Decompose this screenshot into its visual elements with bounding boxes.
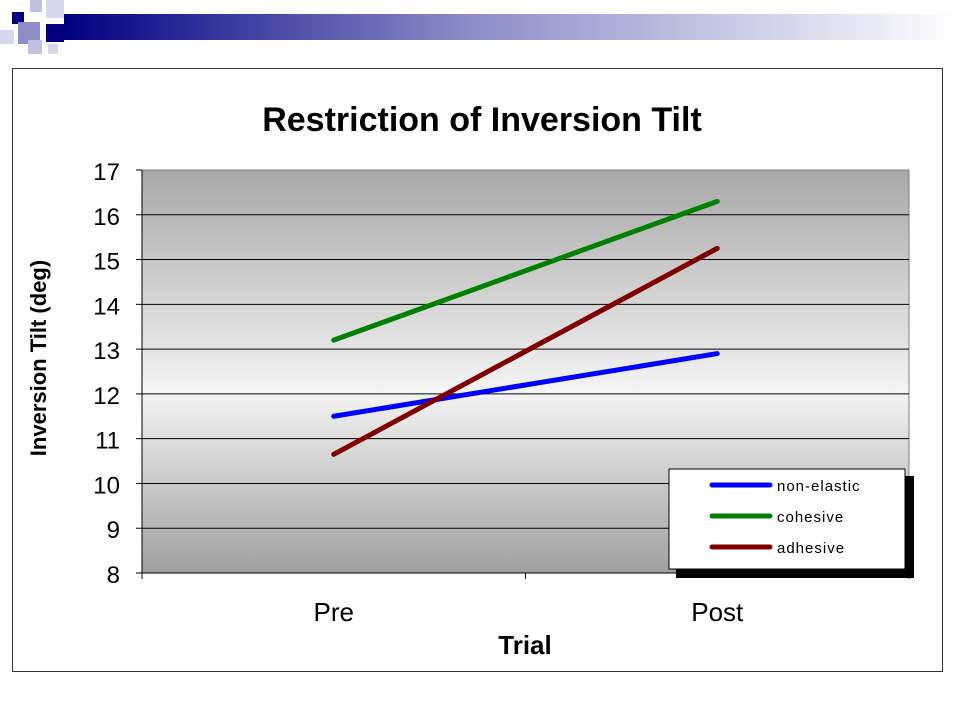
plot-area	[141, 169, 910, 574]
axes: 8 9 10 11 12 13 14 15 16 17 Pre Post	[93, 159, 910, 627]
banner-square	[0, 30, 14, 44]
legend: non-elastic cohesive adhesive	[668, 468, 914, 578]
banner-gradient-bar	[64, 14, 960, 40]
y-axis-label: Inversion Tilt (deg)	[26, 260, 51, 456]
banner-square	[28, 40, 42, 54]
legend-label-cohesive: cohesive	[777, 509, 844, 526]
series-lines	[331, 198, 720, 457]
slide-banner-decoration	[0, 0, 960, 54]
y-tick-label: 13	[93, 338, 120, 365]
y-tick-label: 14	[93, 293, 120, 320]
banner-square	[46, 0, 64, 18]
y-tick-label: 11	[95, 428, 120, 455]
banner-square	[12, 12, 24, 24]
x-axis-label: Trial	[498, 630, 551, 660]
legend-box	[668, 468, 906, 570]
banner-square	[30, 0, 42, 12]
x-tick-label: Pre	[314, 597, 354, 627]
series-line-non-elastic	[331, 351, 720, 419]
y-tick-label: 9	[107, 517, 120, 544]
legend-label-adhesive: adhesive	[777, 540, 845, 557]
legend-label-non-elastic: non-elastic	[777, 478, 861, 495]
banner-square	[46, 24, 64, 42]
y-tick-label: 12	[93, 383, 120, 410]
y-tick-label: 8	[107, 562, 120, 589]
y-tick-label: 16	[93, 204, 120, 231]
y-tick-label: 15	[93, 249, 120, 276]
banner-square	[48, 44, 58, 54]
chart-title: Restriction of Inversion Tilt	[262, 101, 702, 139]
series-line-adhesive	[331, 245, 720, 457]
y-tick-label: 17	[93, 159, 120, 186]
x-tick-label: Post	[691, 597, 744, 627]
banner-square	[18, 22, 40, 44]
series-line-cohesive	[331, 198, 720, 343]
y-tick-label: 10	[93, 472, 120, 499]
